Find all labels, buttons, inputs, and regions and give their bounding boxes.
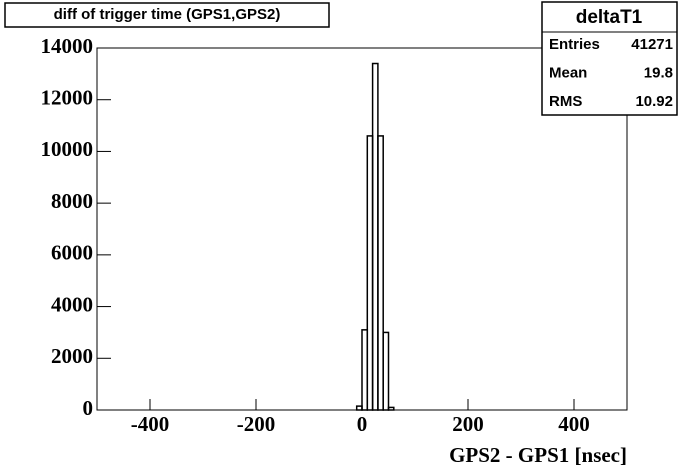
x-axis-label: GPS2 - GPS1 [nsec] — [449, 443, 627, 467]
histogram-bar — [361, 329, 369, 411]
x-tick-label: -400 — [131, 412, 170, 436]
histogram-bar — [371, 62, 379, 411]
stats-label: Entries — [549, 36, 600, 53]
y-tick-label: 12000 — [41, 86, 94, 110]
y-tick-label: 14000 — [41, 34, 94, 58]
x-tick-label: 0 — [357, 412, 368, 436]
histogram-bar — [355, 405, 363, 411]
stats-value: 10.92 — [635, 93, 673, 110]
chart-title: diff of trigger time (GPS1,GPS2) — [54, 6, 281, 23]
title-box — [4, 2, 330, 28]
y-tick-label: 0 — [83, 396, 94, 420]
stats-box — [541, 1, 678, 116]
histogram-bar — [377, 135, 384, 411]
histogram-bar — [387, 406, 395, 411]
x-tick-label: -200 — [237, 412, 276, 436]
x-tick-label: 200 — [452, 412, 484, 436]
stats-value: 19.8 — [644, 64, 673, 81]
y-tick-label: 8000 — [51, 189, 93, 213]
x-tick-label: 400 — [558, 412, 590, 436]
stats-value: 41271 — [631, 36, 673, 53]
stats-title: deltaT1 — [576, 7, 643, 28]
histogram-bar — [382, 331, 390, 411]
histogram-bar — [366, 135, 374, 411]
y-tick-label: 6000 — [51, 241, 93, 265]
stats-label: Mean — [549, 64, 587, 81]
y-tick-label: 10000 — [41, 137, 94, 161]
y-tick-label: 2000 — [51, 344, 93, 368]
y-tick-label: 4000 — [51, 292, 93, 316]
stats-label: RMS — [549, 93, 582, 110]
